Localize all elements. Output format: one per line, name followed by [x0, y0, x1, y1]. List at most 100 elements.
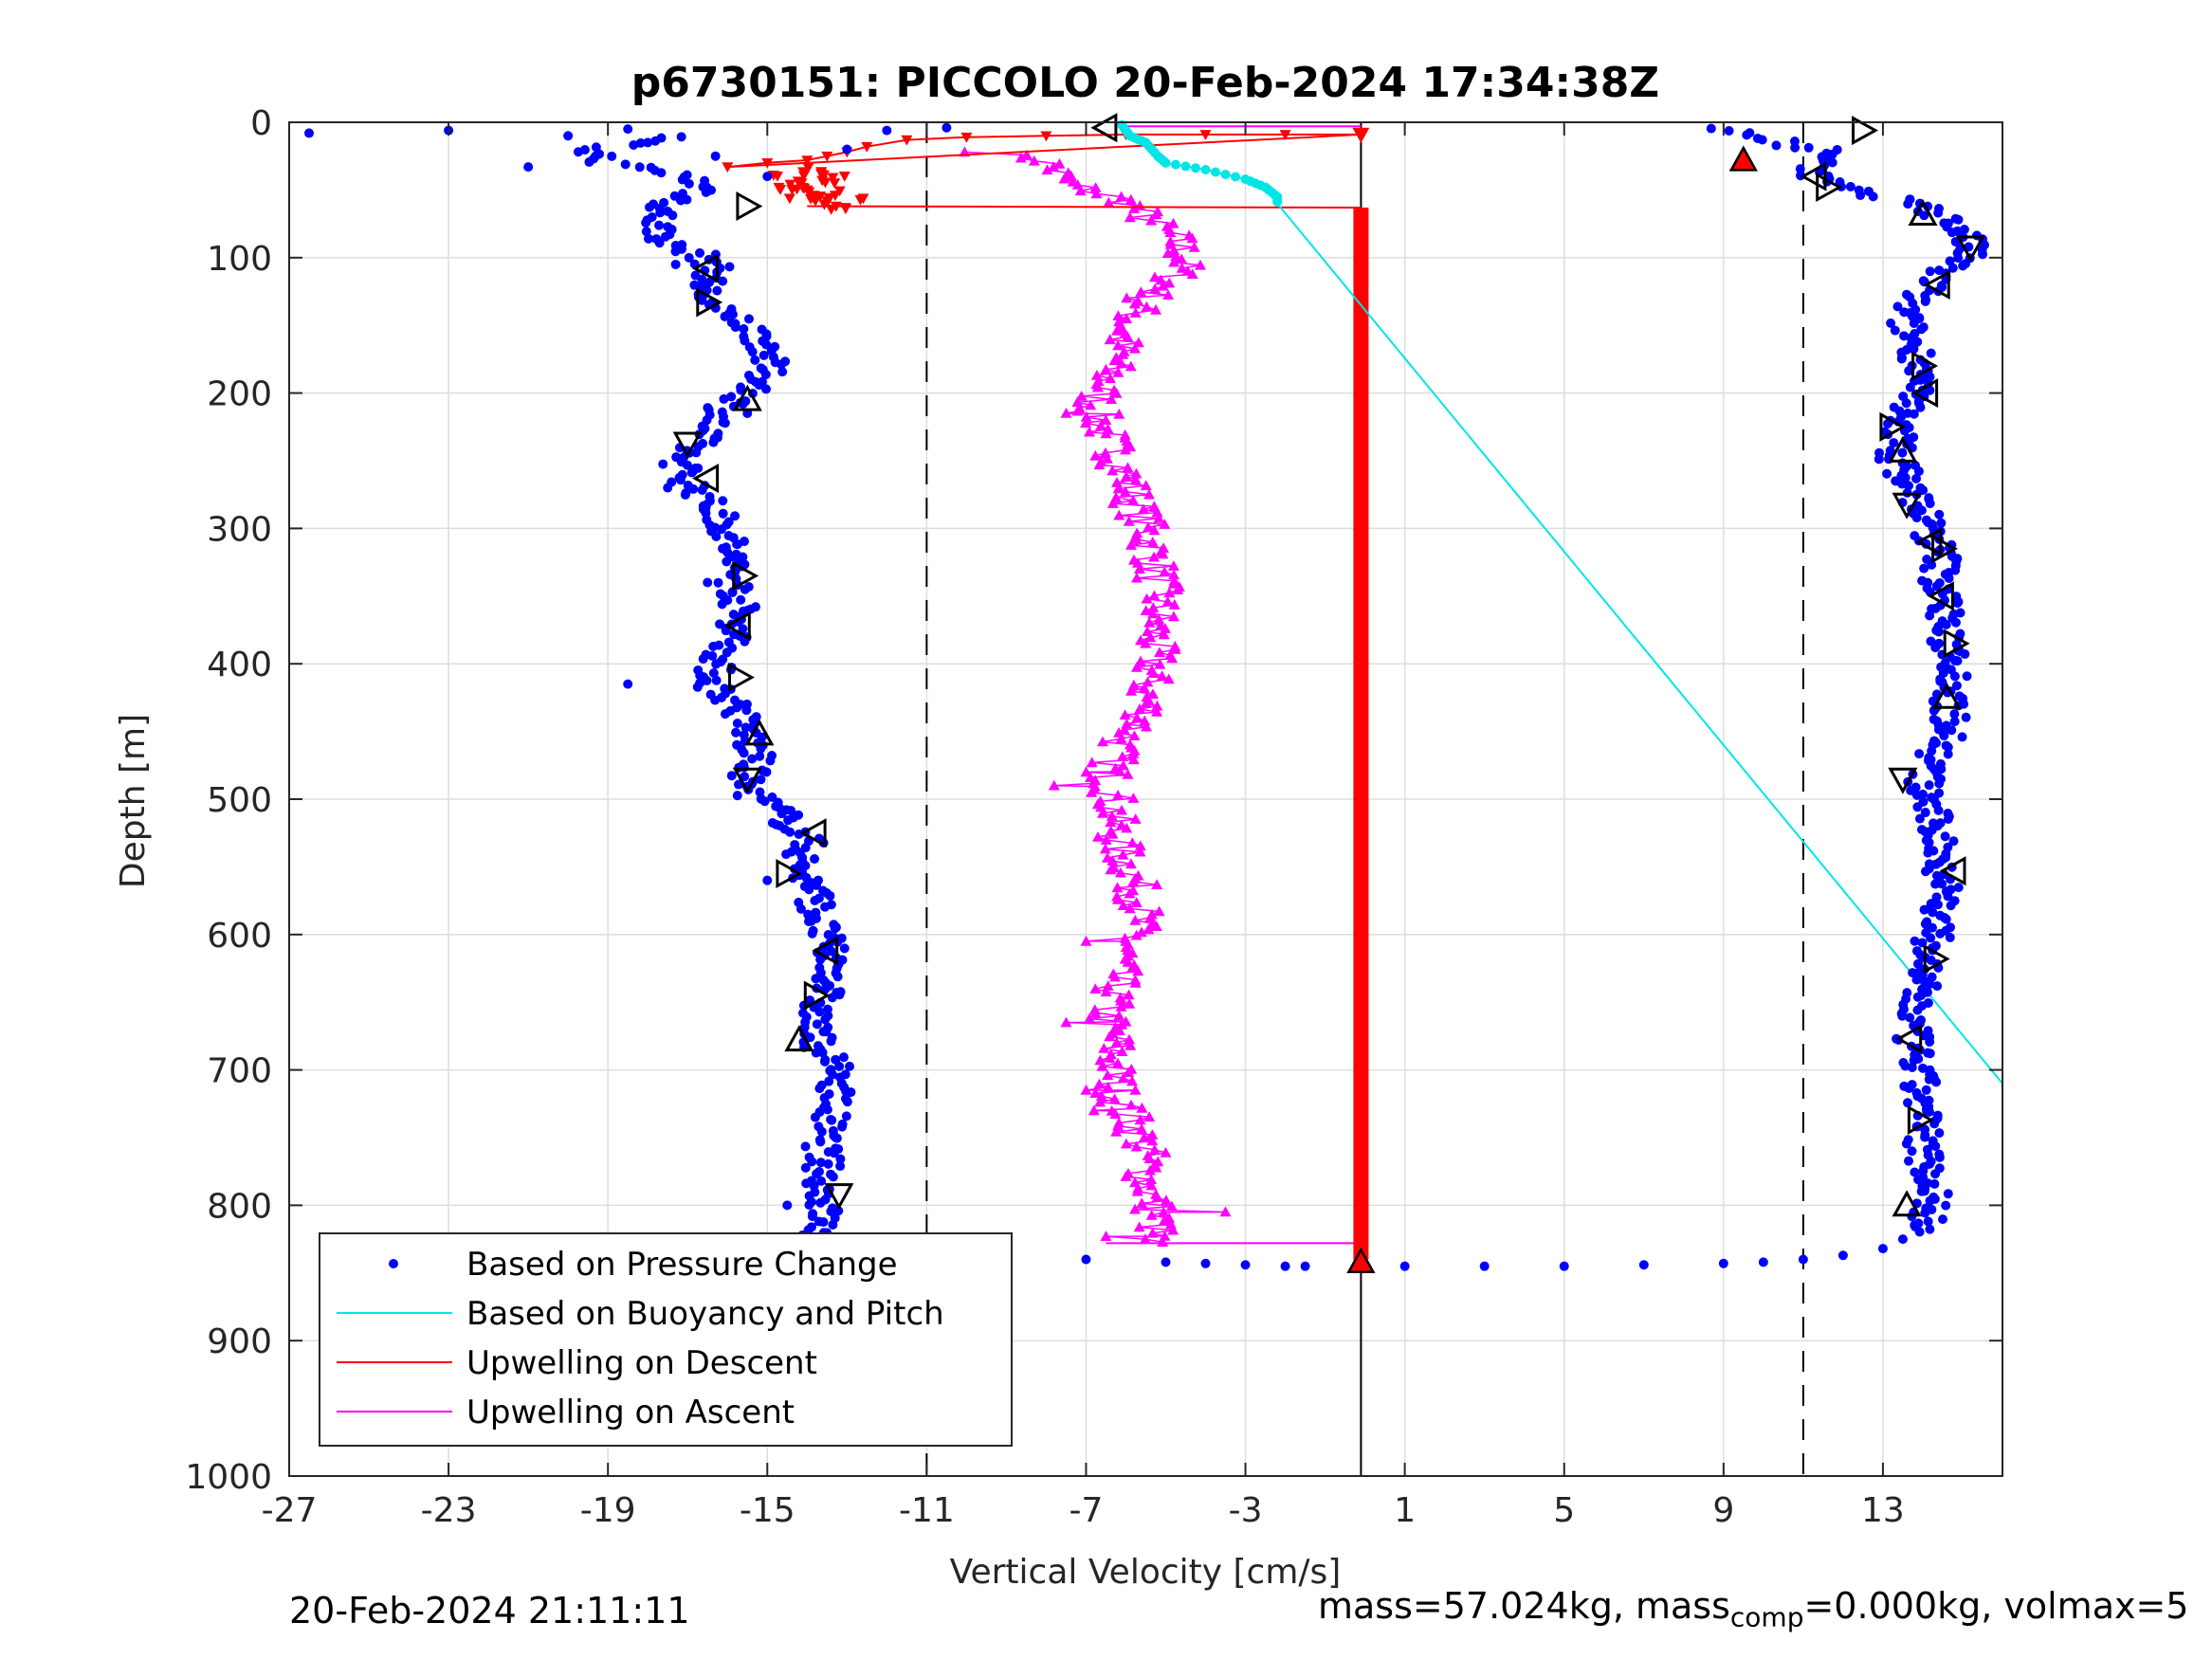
ascent-point	[1117, 848, 1129, 860]
pressure-point	[1910, 1167, 1920, 1177]
pressure-point	[740, 584, 750, 594]
pressure-point	[1882, 468, 1892, 479]
pressure-point	[726, 771, 737, 781]
ascent-point	[1092, 831, 1104, 842]
pressure-point	[811, 1048, 821, 1058]
pressure-point	[882, 125, 892, 136]
pressure-point	[620, 159, 631, 170]
pressure-point	[740, 636, 750, 647]
ascent-point	[1135, 655, 1146, 666]
pressure-point	[1904, 1156, 1914, 1166]
pressure-point	[828, 1172, 838, 1182]
ascent-point	[1148, 1143, 1161, 1155]
buoyancy-point	[1272, 196, 1283, 207]
ascent-point	[1219, 1206, 1232, 1217]
ascent-point	[1186, 232, 1198, 244]
ascent-point	[1110, 1126, 1123, 1137]
pressure-point	[728, 552, 739, 562]
ascent-point	[1102, 1069, 1114, 1081]
pressure-point	[842, 144, 852, 155]
ascent-point	[1122, 956, 1134, 967]
pressure-point	[1899, 331, 1910, 341]
y-tick-label: 600	[207, 917, 272, 956]
series-upwelling-ascent	[959, 125, 1362, 1247]
ascent-point	[1138, 503, 1149, 515]
outline-triangle-marker	[1923, 269, 1950, 300]
pressure-point	[816, 1176, 827, 1186]
ascent-point	[1120, 470, 1132, 482]
ascent-point	[1176, 262, 1188, 273]
ascent-point	[1101, 453, 1113, 464]
legend-entry-label: Upwelling on Ascent	[466, 1394, 795, 1431]
pressure-point	[761, 767, 772, 777]
ascent-point	[1106, 498, 1119, 508]
pressure-point	[697, 295, 707, 305]
pressure-point	[804, 1199, 814, 1210]
pressure-point	[720, 709, 730, 720]
ascent-point	[1124, 1039, 1137, 1050]
ascent-point	[1131, 661, 1143, 672]
pressure-point	[816, 1126, 827, 1137]
y-tick-label: 300	[207, 510, 272, 549]
ascent-point	[1130, 1140, 1143, 1152]
ascent-point	[1140, 480, 1152, 491]
pressure-point	[741, 705, 752, 716]
outline-triangle-marker	[723, 611, 751, 641]
descent-cluster-point	[829, 191, 841, 202]
ascent-point	[1141, 301, 1153, 312]
pressure-point	[710, 151, 721, 161]
ascent-point	[1119, 709, 1131, 720]
descent-cluster-point	[839, 203, 851, 213]
outline-triangle-marker	[1816, 172, 1843, 203]
ascent-point	[1140, 605, 1152, 615]
pressure-point	[684, 178, 694, 189]
pressure-point	[523, 162, 534, 173]
pressure-point	[563, 131, 574, 141]
pressure-point	[821, 1027, 832, 1037]
pressure-point	[1706, 123, 1716, 134]
pressure-point	[635, 137, 646, 148]
ascent-point	[1112, 366, 1124, 377]
ascent-point	[1153, 613, 1165, 625]
pressure-point	[1910, 936, 1920, 946]
pressure-point	[838, 1052, 849, 1063]
descent-cluster-point	[838, 172, 850, 182]
pressure-point	[1960, 648, 1970, 659]
pressure-point	[691, 447, 702, 458]
pressure-point	[803, 916, 814, 926]
ascent-point	[1160, 1194, 1172, 1206]
pressure-point	[1912, 802, 1923, 812]
ascent-point	[1105, 816, 1117, 828]
pressure-point	[724, 262, 735, 272]
pressure-point	[815, 1197, 826, 1208]
ascent-point	[1075, 391, 1088, 401]
pressure-point	[629, 139, 639, 150]
ascent-point	[1159, 519, 1171, 529]
ascent-point	[1028, 155, 1040, 166]
pressure-point	[1936, 518, 1947, 528]
pressure-point	[731, 727, 741, 738]
buoyancy-point	[1180, 161, 1191, 172]
ascent-point	[1106, 828, 1119, 839]
pressure-point	[824, 1076, 834, 1086]
pressure-point	[1920, 1208, 1930, 1218]
pressure-point	[712, 285, 722, 296]
pressure-point	[1934, 1128, 1945, 1139]
descent-point	[1040, 131, 1052, 142]
ascent-point	[1089, 449, 1102, 461]
pressure-point	[1912, 1005, 1923, 1015]
pressure-point	[832, 1133, 842, 1143]
ascent-point	[1136, 1197, 1148, 1209]
pressure-point	[1934, 778, 1945, 789]
ascent-point	[1150, 921, 1162, 931]
pressure-point	[736, 594, 746, 605]
outline-triangle-marker	[744, 719, 775, 746]
legend-marker	[389, 1259, 398, 1268]
ascent-point	[1160, 623, 1171, 633]
pressure-point	[1948, 836, 1959, 847]
pressure-point	[761, 384, 772, 394]
pressure-point	[1724, 125, 1734, 136]
pressure-point	[1932, 900, 1943, 910]
pressure-point	[1907, 1146, 1917, 1157]
ascent-point	[1138, 1132, 1150, 1143]
